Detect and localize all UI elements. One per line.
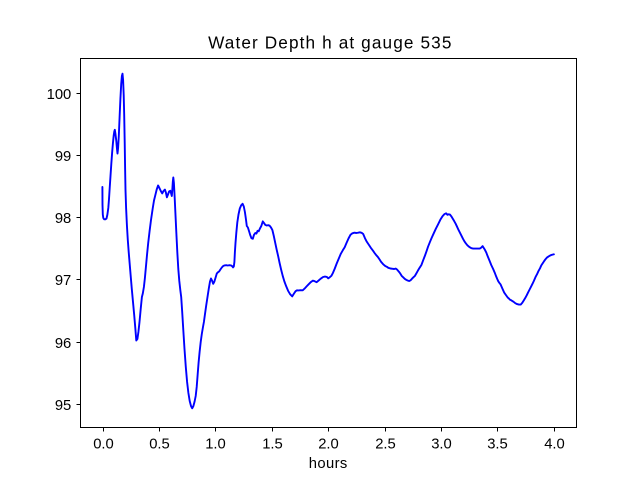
svg-text:0.5: 0.5 [149,437,170,453]
svg-text:Water Depth h at gauge 535: Water Depth h at gauge 535 [208,33,452,53]
svg-text:3.0: 3.0 [431,437,452,453]
svg-text:96: 96 [55,336,71,352]
svg-text:97: 97 [55,273,71,289]
svg-text:4.0: 4.0 [544,437,565,453]
svg-text:2.0: 2.0 [318,437,339,453]
svg-text:2.5: 2.5 [375,437,396,453]
svg-text:0.0: 0.0 [93,437,114,453]
svg-text:3.5: 3.5 [487,437,508,453]
svg-text:95: 95 [55,398,71,414]
svg-text:1.5: 1.5 [262,437,283,453]
svg-text:98: 98 [55,211,71,227]
svg-text:1.0: 1.0 [205,437,226,453]
svg-text:100: 100 [47,87,72,103]
svg-text:hours: hours [309,456,348,472]
svg-text:99: 99 [55,149,71,165]
